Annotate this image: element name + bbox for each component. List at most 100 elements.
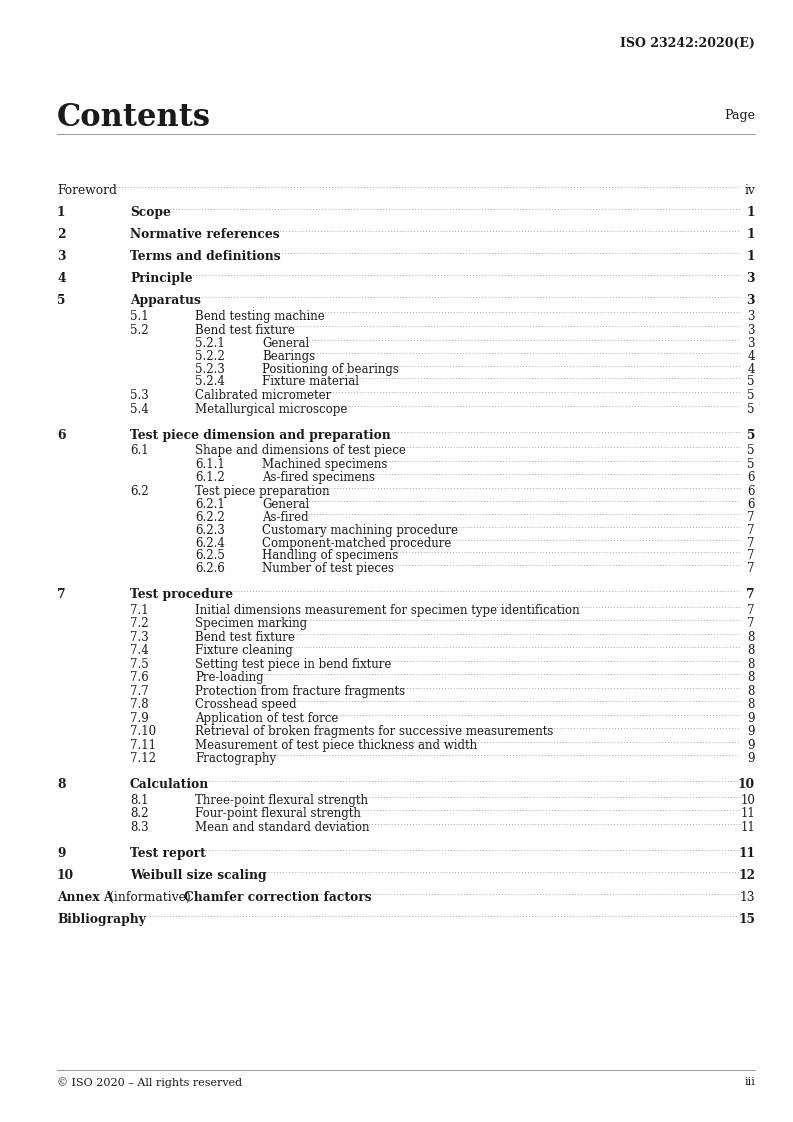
Text: Mean and standard deviation: Mean and standard deviation: [195, 820, 370, 834]
Text: 7: 7: [746, 588, 755, 601]
Text: 3: 3: [748, 323, 755, 337]
Text: Bend test fixture: Bend test fixture: [195, 631, 295, 644]
Text: 2: 2: [57, 228, 66, 241]
Text: 11: 11: [738, 847, 755, 859]
Text: Terms and definitions: Terms and definitions: [130, 250, 281, 263]
Text: Three-point flexural strength: Three-point flexural strength: [195, 793, 368, 807]
Text: 11: 11: [740, 820, 755, 834]
Text: 7: 7: [57, 588, 66, 601]
Text: 8: 8: [748, 657, 755, 671]
Text: iv: iv: [744, 184, 755, 197]
Text: Retrieval of broken fragments for successive measurements: Retrieval of broken fragments for succes…: [195, 725, 554, 738]
Text: 7.5: 7.5: [130, 657, 149, 671]
Text: Chamfer correction factors: Chamfer correction factors: [184, 891, 372, 903]
Text: Crosshead speed: Crosshead speed: [195, 698, 297, 711]
Text: Annex A: Annex A: [57, 891, 113, 903]
Text: 5.1: 5.1: [130, 310, 148, 322]
Text: 8: 8: [748, 671, 755, 684]
Text: 6: 6: [748, 485, 755, 498]
Text: 5.2: 5.2: [130, 323, 148, 337]
Text: 7.3: 7.3: [130, 631, 149, 644]
Text: 7: 7: [748, 511, 755, 524]
Text: 9: 9: [748, 711, 755, 725]
Text: 8.3: 8.3: [130, 820, 148, 834]
Text: 8.1: 8.1: [130, 793, 148, 807]
Text: 6.1.2: 6.1.2: [195, 471, 224, 484]
Text: 5: 5: [747, 429, 755, 442]
Text: Number of test pieces: Number of test pieces: [262, 562, 394, 576]
Text: 7.6: 7.6: [130, 671, 149, 684]
Text: 7.12: 7.12: [130, 752, 156, 765]
Text: 7.10: 7.10: [130, 725, 156, 738]
Text: 15: 15: [738, 912, 755, 926]
Text: Application of test force: Application of test force: [195, 711, 339, 725]
Text: 6.2.5: 6.2.5: [195, 550, 225, 562]
Text: 10: 10: [740, 793, 755, 807]
Text: 6.2.6: 6.2.6: [195, 562, 225, 576]
Text: © ISO 2020 – All rights reserved: © ISO 2020 – All rights reserved: [57, 1077, 242, 1088]
Text: Bend test fixture: Bend test fixture: [195, 323, 295, 337]
Text: As-fired specimens: As-fired specimens: [262, 471, 375, 484]
Text: 5.2.4: 5.2.4: [195, 376, 225, 388]
Text: General: General: [262, 498, 309, 512]
Text: 8: 8: [748, 631, 755, 644]
Text: 6.1: 6.1: [130, 444, 148, 458]
Text: Bibliography: Bibliography: [57, 912, 146, 926]
Text: 7.8: 7.8: [130, 698, 148, 711]
Text: Protection from fracture fragments: Protection from fracture fragments: [195, 684, 405, 698]
Text: 6.2: 6.2: [130, 485, 148, 498]
Text: Fixture cleaning: Fixture cleaning: [195, 644, 293, 657]
Text: General: General: [262, 337, 309, 350]
Text: 5.3: 5.3: [130, 389, 149, 403]
Text: Positioning of bearings: Positioning of bearings: [262, 362, 399, 376]
Text: 9: 9: [748, 725, 755, 738]
Text: 5.2.2: 5.2.2: [195, 350, 224, 362]
Text: 6: 6: [748, 471, 755, 484]
Text: 7.9: 7.9: [130, 711, 149, 725]
Text: 3: 3: [746, 272, 755, 285]
Text: Scope: Scope: [130, 206, 170, 219]
Text: 12: 12: [738, 868, 755, 882]
Text: 3: 3: [57, 250, 66, 263]
Text: 3: 3: [748, 337, 755, 350]
Text: 1: 1: [746, 206, 755, 219]
Text: 9: 9: [57, 847, 65, 859]
Text: 1: 1: [746, 250, 755, 263]
Text: Page: Page: [724, 109, 755, 122]
Text: Customary machining procedure: Customary machining procedure: [262, 524, 458, 536]
Text: Weibull size scaling: Weibull size scaling: [130, 868, 266, 882]
Text: Foreword: Foreword: [57, 184, 117, 197]
Text: 6.2.3: 6.2.3: [195, 524, 225, 536]
Text: 7.7: 7.7: [130, 684, 149, 698]
Text: Measurement of test piece thickness and width: Measurement of test piece thickness and …: [195, 738, 477, 752]
Text: Test piece preparation: Test piece preparation: [195, 485, 330, 498]
Text: 5.4: 5.4: [130, 403, 149, 416]
Text: Fixture material: Fixture material: [262, 376, 359, 388]
Text: 6.2.1: 6.2.1: [195, 498, 224, 512]
Text: 7: 7: [748, 562, 755, 576]
Text: Machined specimens: Machined specimens: [262, 458, 387, 471]
Text: Principle: Principle: [130, 272, 193, 285]
Text: Apparatus: Apparatus: [130, 294, 201, 307]
Text: 6: 6: [57, 429, 66, 442]
Text: 4: 4: [748, 362, 755, 376]
Text: 6.1.1: 6.1.1: [195, 458, 224, 471]
Text: 9: 9: [748, 752, 755, 765]
Text: Test report: Test report: [130, 847, 206, 859]
Text: Shape and dimensions of test piece: Shape and dimensions of test piece: [195, 444, 406, 458]
Text: Calibrated micrometer: Calibrated micrometer: [195, 389, 331, 403]
Text: 13: 13: [740, 891, 755, 903]
Text: 7: 7: [748, 617, 755, 631]
Text: Component-matched procedure: Component-matched procedure: [262, 536, 451, 550]
Text: Handling of specimens: Handling of specimens: [262, 550, 398, 562]
Text: Fractography: Fractography: [195, 752, 276, 765]
Text: 5: 5: [57, 294, 65, 307]
Text: 6.2.4: 6.2.4: [195, 536, 225, 550]
Text: 7.4: 7.4: [130, 644, 149, 657]
Text: 5.2.1: 5.2.1: [195, 337, 224, 350]
Text: 9: 9: [748, 738, 755, 752]
Text: 6.2.2: 6.2.2: [195, 511, 224, 524]
Text: 8: 8: [57, 779, 66, 791]
Text: 5: 5: [748, 389, 755, 403]
Text: 7.1: 7.1: [130, 604, 148, 617]
